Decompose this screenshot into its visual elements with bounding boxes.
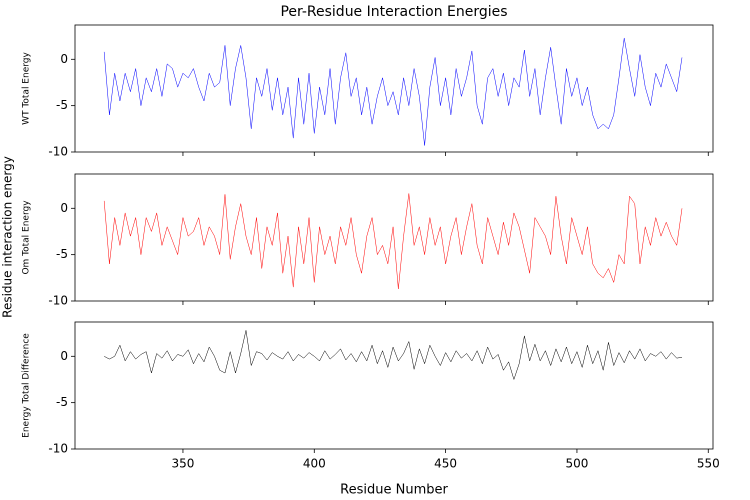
y-tick-label: -5 <box>56 98 68 112</box>
y-tick-label: -5 <box>56 247 68 261</box>
y-tick-label: -10 <box>48 294 68 308</box>
x-tick-label: 350 <box>171 457 194 471</box>
axes-frame <box>74 24 714 153</box>
chart-title: Per-Residue Interaction Energies <box>280 4 507 20</box>
y-axis-label: Om Total Energy <box>22 200 32 275</box>
y-tick-label: 0 <box>60 349 68 363</box>
figure-ylabel: Residue interaction energy <box>1 156 15 318</box>
y-axis-label: WT Total Energy <box>22 52 32 125</box>
axes-frame <box>74 321 714 450</box>
x-tick-label: 500 <box>565 457 588 471</box>
data-line <box>103 193 683 289</box>
y-axis-label: Energy Total Difference <box>22 333 32 438</box>
y-tick-label: -5 <box>56 395 68 409</box>
y-tick-label: 0 <box>60 201 68 215</box>
x-tick-label: 550 <box>697 457 720 471</box>
data-line <box>103 37 683 146</box>
axes-frame <box>74 173 714 302</box>
y-tick-label: -10 <box>48 442 68 456</box>
x-tick-label: 400 <box>303 457 326 471</box>
y-tick-label: 0 <box>60 52 68 66</box>
x-tick-label: 450 <box>434 457 457 471</box>
y-tick-label: -10 <box>48 145 68 159</box>
x-axis-label: Residue Number <box>340 483 448 498</box>
data-line <box>104 330 683 381</box>
